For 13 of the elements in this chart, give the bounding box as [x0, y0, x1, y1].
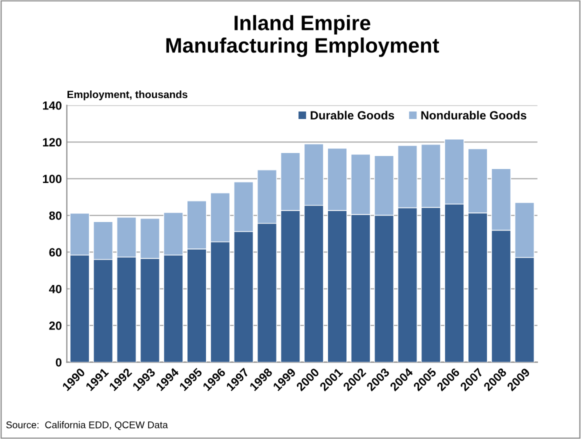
legend-label: Nondurable Goods	[421, 110, 526, 120]
y-tick-label: 40	[49, 284, 62, 294]
source-note: Source: California EDD, QCEW Data	[6, 421, 168, 430]
y-tick-label: 120	[43, 138, 62, 146]
y-tick-label: 20	[49, 322, 62, 330]
y-tick-label: 100	[43, 174, 62, 184]
chart-title: Inland Empire Manufacturing Employment	[166, 15, 440, 57]
y-tick-label: 0	[56, 358, 62, 367]
y-axis-title: Employment, thousands	[68, 90, 188, 100]
y-tick-label: 60	[49, 248, 62, 257]
legend-label: Durable Goods	[310, 110, 394, 120]
y-tick-label: 80	[49, 211, 62, 220]
y-tick-label: 140	[43, 101, 62, 110]
